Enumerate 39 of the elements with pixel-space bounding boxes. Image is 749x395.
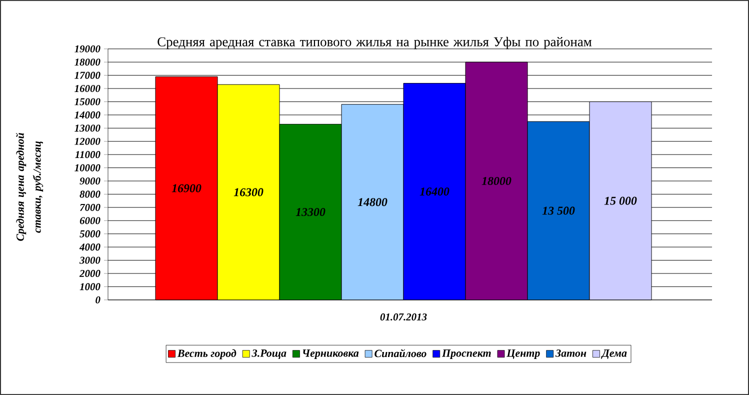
y-tick-label: 19000: [74, 45, 100, 52]
legend-label: Проспект: [442, 350, 491, 360]
data-label: 13 500: [542, 206, 575, 215]
y-tick-label: 7000: [80, 204, 100, 211]
y-tick-label: 1000: [80, 283, 100, 290]
y-tick-label: 14000: [74, 111, 100, 118]
data-label: 16300: [234, 188, 264, 196]
legend-label: З.Роща: [252, 349, 286, 359]
data-label: 16900: [172, 184, 202, 192]
y-tick-label: 12000: [74, 138, 100, 145]
chart-title: Средняя аредная ставка типового жилья на рынке жилья Уфы по районам: [158, 36, 592, 50]
data-label: 16400: [420, 188, 450, 196]
legend-label: Дема: [601, 350, 627, 360]
y-tick-label: 15000: [74, 98, 100, 106]
y-tick-label: 11000: [75, 151, 100, 158]
y-tick-label: 6000: [80, 217, 100, 224]
y-tick-label: 3000: [79, 256, 100, 264]
y-tick-label: 5000: [80, 230, 100, 238]
y-tick-label: 13000: [74, 124, 100, 132]
legend-label: Сипайлово: [374, 349, 426, 358]
data-label: 18000: [482, 176, 512, 186]
legend-label: Весть город: [177, 349, 236, 360]
data-label: 14800: [358, 198, 388, 206]
legend-label: Затон: [555, 349, 586, 357]
data-label: 15 000: [604, 196, 637, 205]
y-tick-label: 2000: [79, 270, 100, 277]
legend-label: Центр: [506, 350, 540, 360]
y-tick-label: 17000: [74, 72, 100, 79]
y-tick-label: 10000: [74, 164, 100, 172]
y-axis-title: Средняя цена аредной ставки, руб./месяц: [16, 132, 44, 241]
y-tick-label: 4000: [79, 244, 100, 251]
y-tick-label: 18000: [74, 58, 100, 66]
legend-label: Черниковка: [302, 350, 359, 360]
y-tick-label: 8000: [80, 190, 100, 198]
y-tick-label: 0: [96, 296, 100, 304]
data-label: 13300: [296, 208, 326, 216]
y-tick-label: 16000: [74, 84, 100, 92]
x-tick-label: 01.07.2013: [380, 313, 427, 320]
y-tick-label: 9000: [80, 177, 100, 185]
